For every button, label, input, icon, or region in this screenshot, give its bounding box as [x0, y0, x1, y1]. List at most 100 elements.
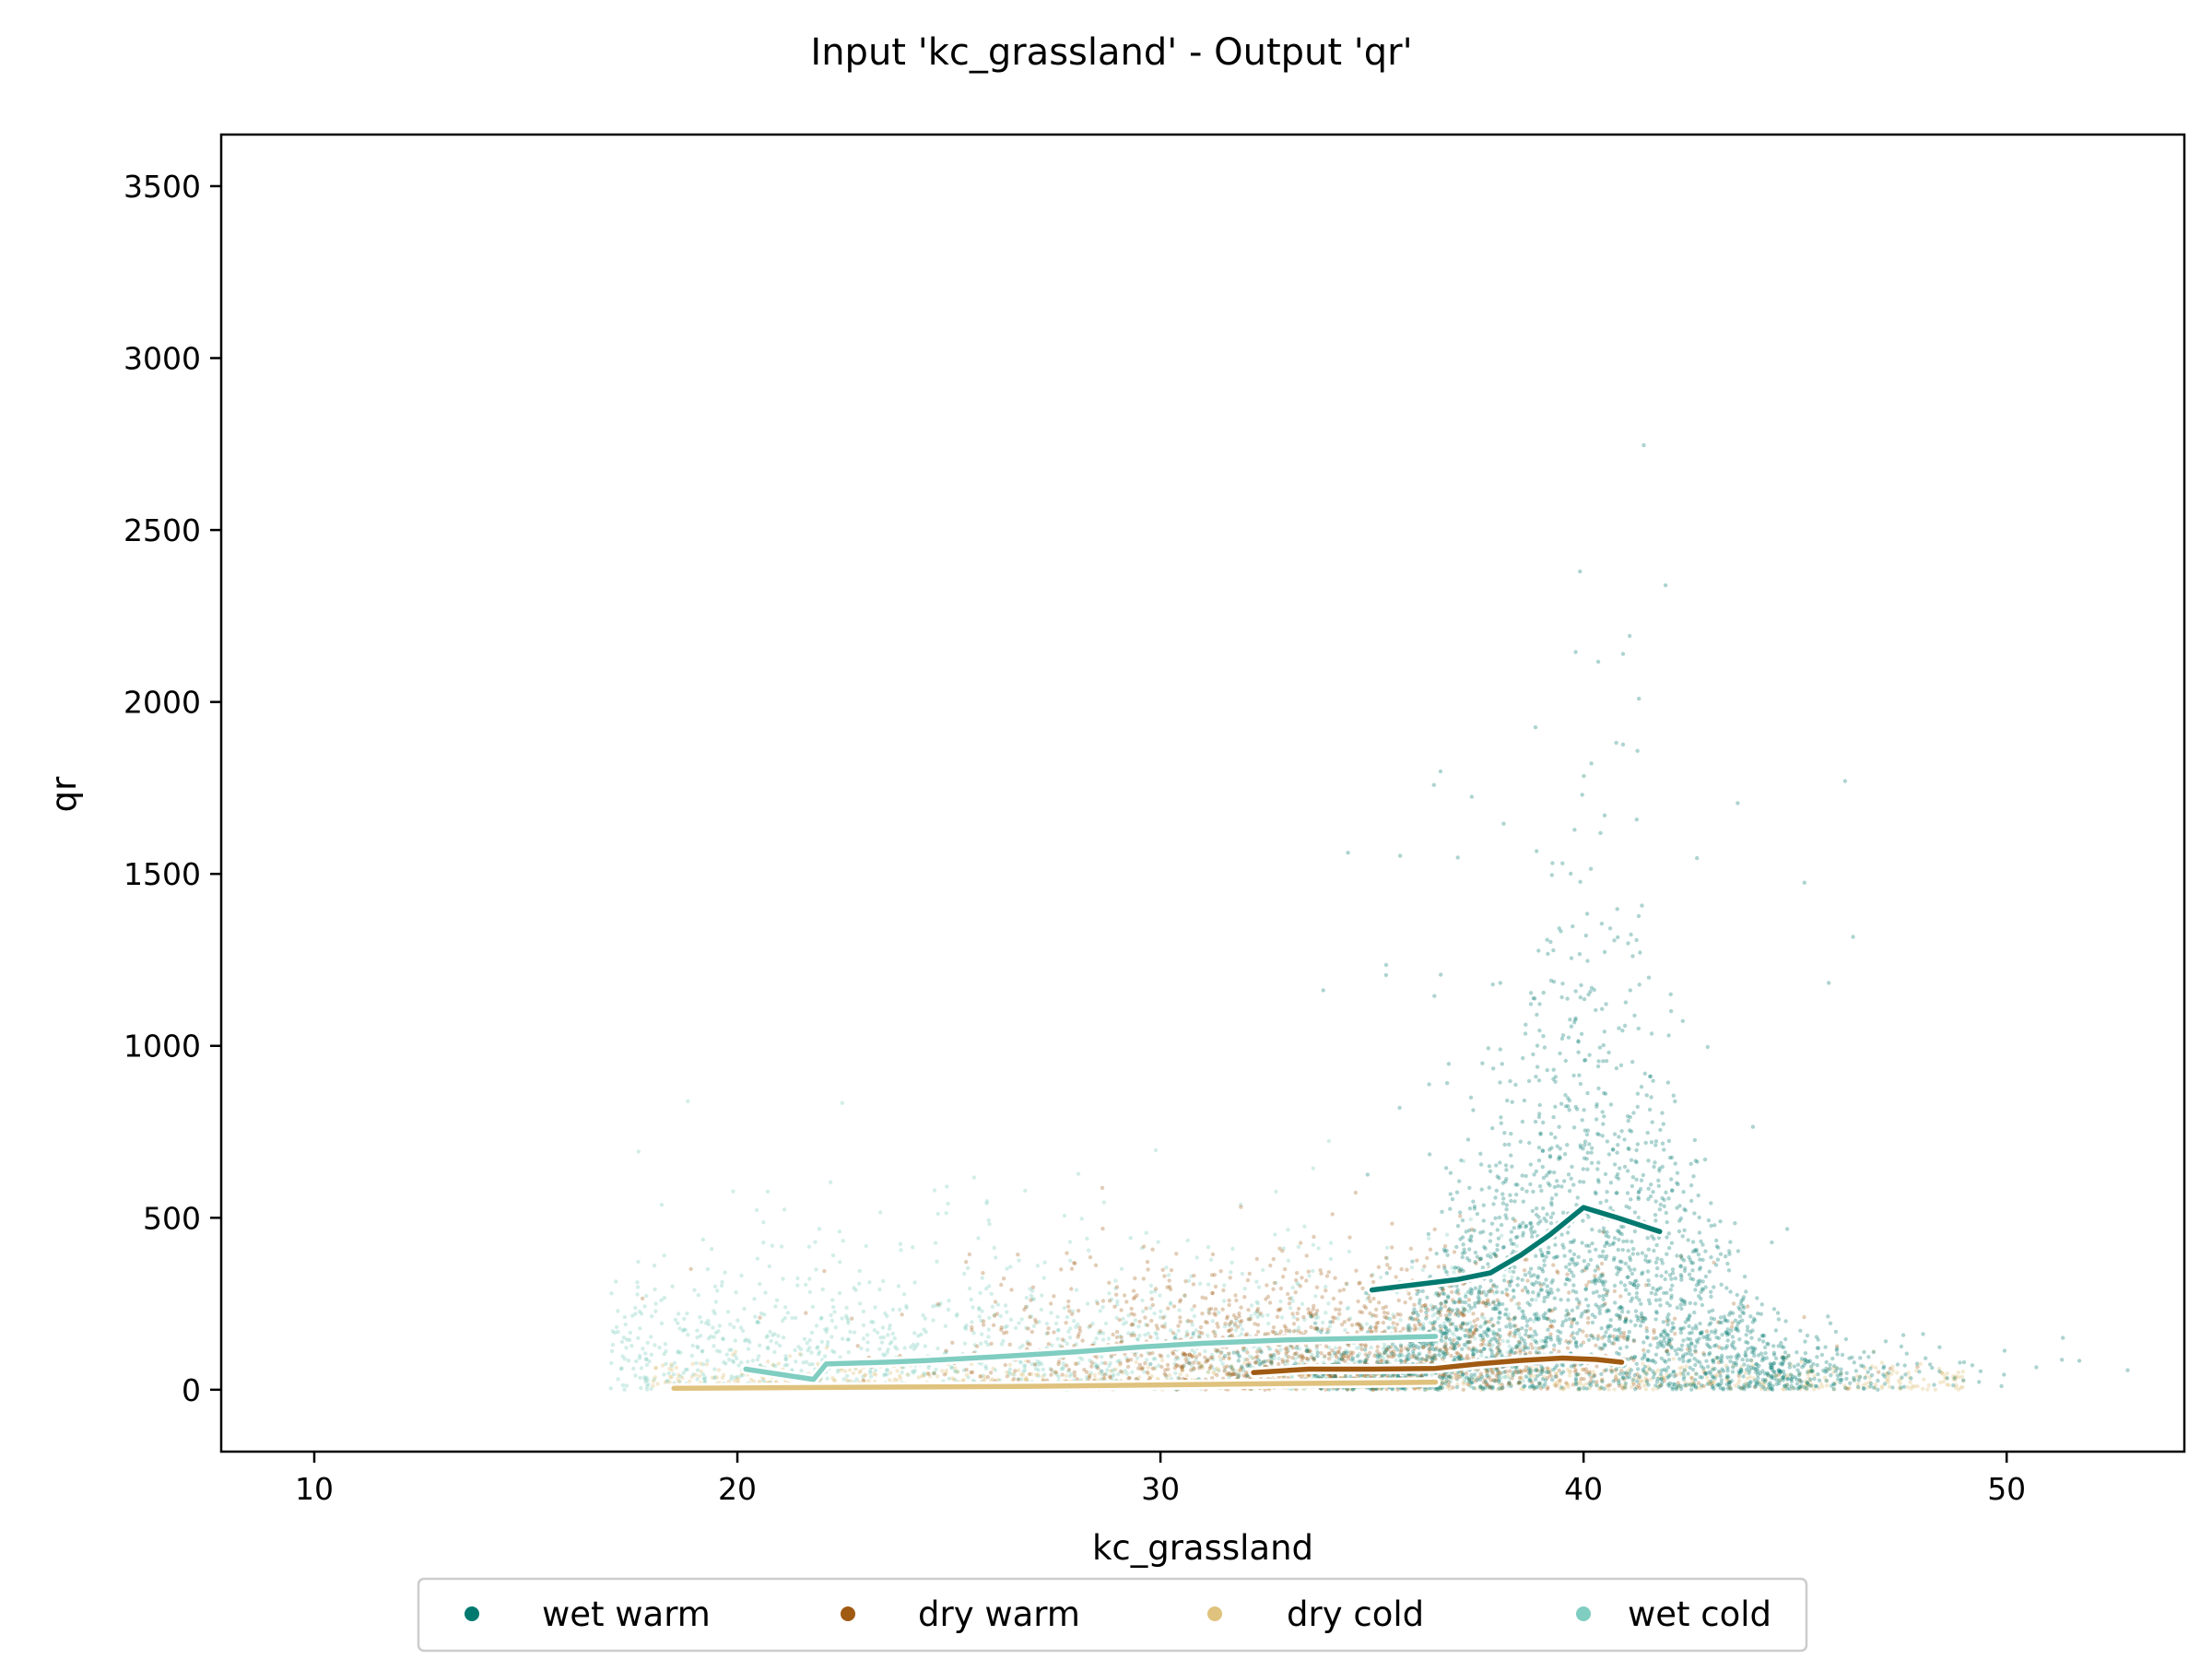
data-point: [1230, 1246, 1235, 1252]
data-point: [1149, 1297, 1155, 1301]
data-point: [1454, 1341, 1460, 1346]
data-point: [732, 1324, 736, 1330]
data-point: [1185, 1332, 1190, 1337]
data-point: [970, 1320, 974, 1324]
data-point: [1245, 1358, 1250, 1362]
data-point: [724, 1361, 728, 1366]
data-point: [1150, 1247, 1155, 1252]
data-point: [1277, 1356, 1281, 1361]
data-point: [829, 1312, 833, 1318]
data-point: [843, 1313, 849, 1319]
data-point: [620, 1354, 625, 1359]
data-point: [1540, 1253, 1546, 1258]
data-point: [1524, 1257, 1529, 1262]
data-point: [1661, 1122, 1666, 1126]
data-point: [1410, 1259, 1415, 1264]
data-point: [729, 1377, 734, 1382]
data-point: [1523, 1368, 1527, 1372]
data-point: [869, 1374, 874, 1379]
data-point: [990, 1304, 995, 1310]
data-point: [752, 1297, 757, 1301]
data-point: [1172, 1335, 1177, 1341]
data-point: [1228, 1371, 1233, 1376]
data-point: [1122, 1293, 1127, 1298]
data-point: [1620, 742, 1626, 747]
data-point: [1926, 1382, 1931, 1388]
data-point: [944, 1348, 948, 1353]
data-point: [1246, 1308, 1251, 1312]
data-point: [964, 1372, 970, 1378]
data-point: [653, 1343, 657, 1347]
data-point: [824, 1329, 829, 1335]
data-point: [1087, 1248, 1091, 1253]
data-point: [719, 1283, 724, 1288]
data-point: [1506, 1315, 1511, 1321]
data-point: [1646, 1349, 1651, 1354]
data-point: [964, 1260, 969, 1265]
data-point: [712, 1284, 718, 1289]
data-point: [1461, 1380, 1465, 1385]
data-point: [876, 1330, 880, 1335]
data-point: [1477, 1296, 1482, 1300]
data-point: [1599, 1261, 1605, 1266]
data-point: [1559, 1385, 1564, 1390]
data-point: [1584, 1334, 1589, 1338]
data-point: [1261, 1267, 1265, 1273]
data-point: [713, 1300, 719, 1304]
data-point: [1247, 1317, 1252, 1322]
data-point: [1537, 1183, 1543, 1189]
data-point: [1551, 947, 1556, 953]
data-point: [695, 1335, 700, 1340]
data-point: [1197, 1330, 1202, 1335]
data-point: [1608, 1102, 1614, 1107]
data-point: [1922, 1377, 1926, 1382]
data-point: [1244, 1332, 1250, 1336]
data-point: [980, 1276, 984, 1280]
data-point: [1455, 1382, 1460, 1387]
data-point: [1033, 1372, 1039, 1377]
data-point: [1183, 1334, 1189, 1338]
data-point: [1602, 1030, 1607, 1034]
data-point: [1066, 1299, 1071, 1304]
data-point: [690, 1361, 695, 1367]
data-point: [1215, 1349, 1220, 1354]
data-point: [1396, 1354, 1402, 1359]
data-point: [1227, 1324, 1231, 1328]
data-point: [1689, 1198, 1694, 1204]
data-point: [814, 1324, 819, 1328]
data-point: [1617, 1026, 1621, 1030]
data-point: [626, 1359, 631, 1363]
data-point: [1509, 1383, 1513, 1389]
data-point: [1467, 1247, 1472, 1252]
data-point: [1469, 1291, 1475, 1296]
data-point: [1276, 1308, 1280, 1312]
data-point: [1582, 1259, 1587, 1264]
data-point: [1812, 1376, 1817, 1382]
data-point: [1635, 1379, 1640, 1383]
data-point: [794, 1315, 798, 1321]
data-point: [1504, 1324, 1509, 1329]
data-point: [1488, 1252, 1493, 1256]
data-point: [1918, 1361, 1923, 1367]
data-point: [992, 1313, 997, 1318]
data-point: [1722, 1314, 1727, 1319]
data-point: [1169, 1328, 1173, 1333]
data-point: [886, 1333, 890, 1337]
data-point: [1328, 1241, 1334, 1245]
data-point: [1499, 1233, 1504, 1238]
data-point: [1706, 1218, 1712, 1223]
data-point: [1571, 1331, 1575, 1335]
data-point: [989, 1341, 994, 1347]
data-point: [774, 1340, 779, 1346]
data-point: [1020, 1343, 1025, 1348]
data-point: [1187, 1360, 1192, 1366]
data-point: [1894, 1371, 1900, 1375]
data-point: [1560, 1387, 1566, 1392]
data-point: [1551, 1067, 1556, 1072]
data-point: [1626, 1248, 1630, 1253]
data-point: [1702, 1157, 1708, 1162]
data-point: [1333, 1346, 1338, 1350]
data-point: [1214, 1348, 1218, 1353]
data-point: [1731, 1301, 1736, 1306]
data-point: [899, 1248, 903, 1253]
